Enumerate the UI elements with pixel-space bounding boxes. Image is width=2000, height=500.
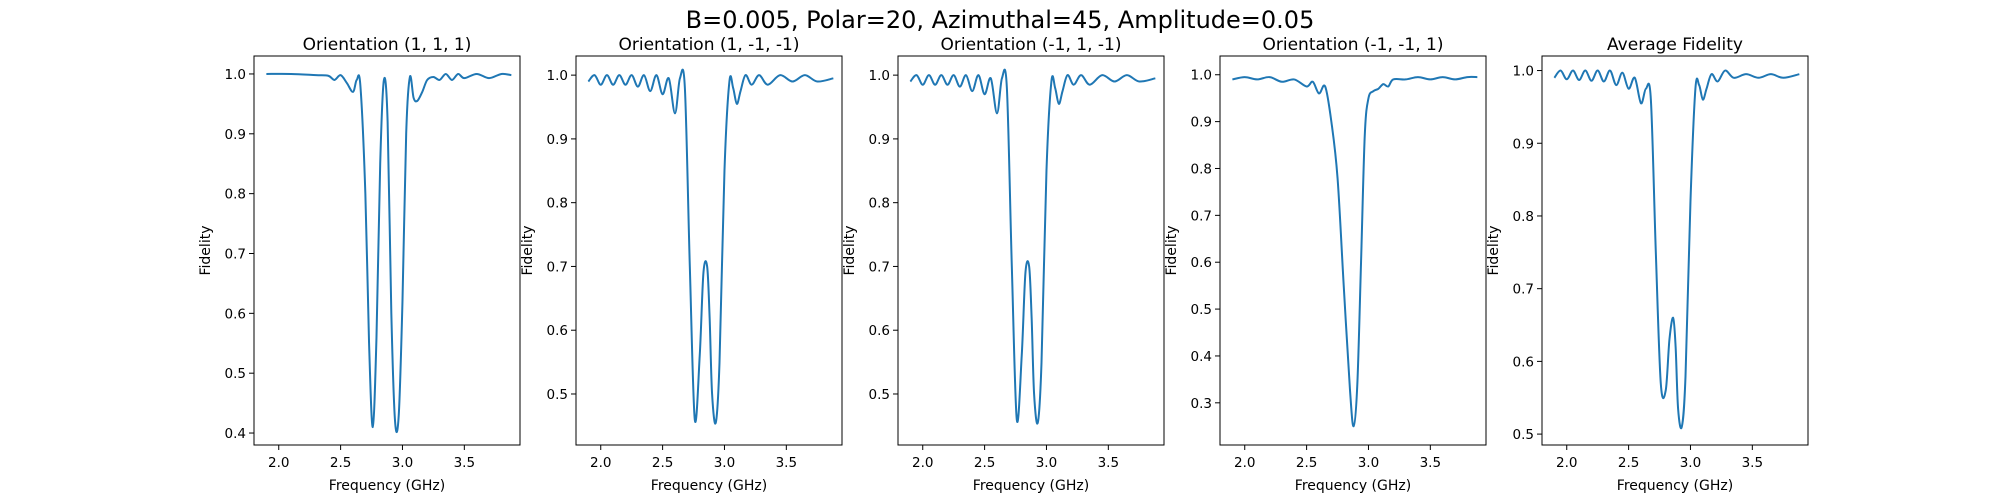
y-axis-label: Fidelity	[1164, 226, 1180, 276]
y-tick-label: 0.8	[869, 196, 890, 212]
x-tick-label: 2.0	[912, 455, 933, 471]
y-tick-label: 0.8	[1513, 209, 1534, 225]
subplot-5: Average Fidelity 2.0 2.5 3.0 3.5 0.5 0.6 0.7 0.8…	[1486, 35, 1809, 494]
subplot-3: Orientation (-1, 1, -1) 2.0 2.5 3.0 3.5 0.5 0.…	[842, 35, 1165, 494]
x-axis-label: Frequency (GHz)	[651, 478, 767, 494]
x-tick-label: 3.5	[1098, 455, 1119, 471]
y-tick-label: 0.5	[1191, 302, 1212, 318]
y-tick-label: 0.7	[225, 246, 246, 262]
y-tick-label: 0.4	[1191, 349, 1212, 365]
y-tick-label: 0.6	[547, 323, 568, 339]
x-axis-label: Frequency (GHz)	[1295, 478, 1411, 494]
subplot-title: Orientation (1, -1, -1)	[619, 35, 800, 55]
x-tick-label: 3.0	[1358, 455, 1379, 471]
y-tick-label: 0.9	[1191, 115, 1212, 131]
x-tick-label: 2.0	[1234, 455, 1255, 471]
plot-frame	[253, 55, 521, 446]
subplot-4: Orientation (-1, -1, 1) 2.0 2.5 3.0 3.5 0.3 0.…	[1164, 35, 1487, 494]
x-tick-label: 2.5	[652, 455, 673, 471]
x-tick-label: 2.0	[1556, 455, 1577, 471]
y-tick-label: 0.6	[869, 323, 890, 339]
y-tick-label: 0.6	[1513, 354, 1534, 370]
x-tick-label: 3.0	[392, 455, 413, 471]
y-axis-label: Fidelity	[198, 226, 214, 276]
x-tick-label: 3.5	[1742, 455, 1763, 471]
x-tick-label: 3.5	[776, 455, 797, 471]
x-tick-label: 3.0	[1680, 455, 1701, 471]
subplot-1: Orientation (1, 1, 1) 2.0 2.5 3.0 3.5 0.4 0.5 0…	[198, 35, 521, 494]
y-tick-label: 0.9	[1513, 136, 1534, 152]
y-tick-label: 0.5	[225, 366, 246, 382]
y-tick-label: 0.3	[1191, 396, 1212, 412]
subplot-2: Orientation (1, -1, -1) 2.0 2.5 3.0 3.5 0.5 0.…	[520, 35, 843, 494]
y-tick-label: 1.0	[1191, 68, 1212, 84]
y-tick-label: 0.7	[1513, 282, 1534, 298]
x-tick-label: 2.5	[1296, 455, 1317, 471]
x-tick-label: 3.5	[1420, 455, 1441, 471]
y-tick-label: 0.7	[869, 259, 890, 275]
y-tick-label: 0.8	[1191, 161, 1212, 177]
y-tick-label: 0.5	[1513, 427, 1534, 443]
y-tick-label: 1.0	[869, 68, 890, 84]
fidelity-line	[1232, 75, 1478, 428]
figure-suptitle: B=0.005, Polar=20, Azimuthal=45, Amplitu…	[686, 6, 1315, 34]
fidelity-line	[266, 72, 512, 433]
y-tick-label: 0.6	[1191, 255, 1212, 271]
subplot-title: Orientation (1, 1, 1)	[303, 35, 472, 55]
y-tick-label: 0.4	[225, 426, 246, 442]
x-tick-label: 3.0	[714, 455, 735, 471]
subplot-title: Orientation (-1, 1, -1)	[941, 35, 1122, 55]
x-tick-label: 2.0	[590, 455, 611, 471]
plot-frame	[897, 55, 1165, 446]
y-tick-label: 0.7	[547, 259, 568, 275]
y-tick-label: 0.6	[225, 306, 246, 322]
x-axis-label: Frequency (GHz)	[973, 478, 1089, 494]
plot-frame	[1541, 55, 1809, 446]
x-tick-label: 2.5	[1618, 455, 1639, 471]
plot-frame	[1219, 55, 1487, 446]
y-tick-label: 0.9	[547, 132, 568, 148]
fidelity-line	[909, 68, 1156, 425]
y-axis-label: Fidelity	[520, 226, 536, 276]
subplot-title: Average Fidelity	[1607, 35, 1743, 55]
plot-frame	[575, 55, 843, 446]
x-tick-label: 3.5	[454, 455, 475, 471]
x-axis-label: Frequency (GHz)	[329, 478, 445, 494]
y-tick-label: 0.9	[225, 127, 246, 143]
y-tick-label: 1.0	[547, 68, 568, 84]
x-tick-label: 2.5	[330, 455, 351, 471]
x-tick-label: 3.0	[1036, 455, 1057, 471]
x-tick-label: 2.5	[974, 455, 995, 471]
x-tick-label: 2.0	[268, 455, 289, 471]
y-tick-label: 0.9	[869, 132, 890, 148]
y-tick-label: 0.8	[547, 196, 568, 212]
y-tick-label: 1.0	[1513, 64, 1534, 80]
y-tick-label: 0.5	[869, 387, 890, 403]
y-tick-label: 1.0	[225, 67, 246, 83]
fidelity-line	[587, 68, 834, 425]
y-tick-label: 0.7	[1191, 208, 1212, 224]
y-axis-label: Fidelity	[1486, 226, 1502, 276]
y-tick-label: 0.8	[225, 187, 246, 203]
fidelity-line	[1553, 69, 1800, 430]
y-axis-label: Fidelity	[842, 226, 858, 276]
subplot-title: Orientation (-1, -1, 1)	[1263, 35, 1444, 55]
x-axis-label: Frequency (GHz)	[1617, 478, 1733, 494]
y-tick-label: 0.5	[547, 387, 568, 403]
